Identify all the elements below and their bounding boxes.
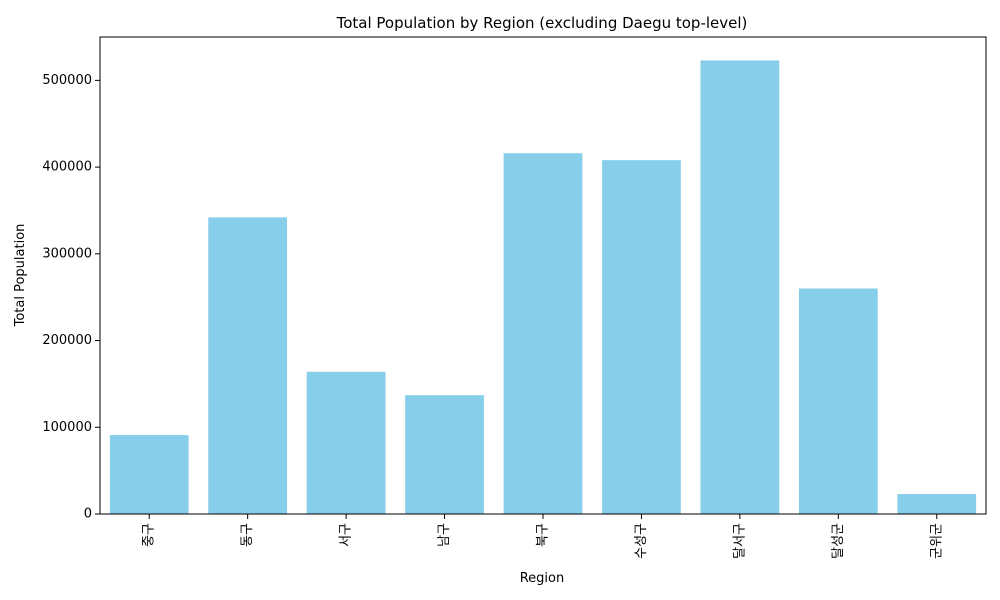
bar (405, 395, 484, 514)
y-axis-title: Total Population (13, 224, 28, 328)
chart-title: Total Population by Region (excluding Da… (336, 14, 748, 32)
x-tick-label: 동구 (240, 523, 255, 547)
x-tick-label: 수성구 (634, 523, 649, 559)
bar (602, 160, 681, 515)
y-tick-label: 100000 (42, 420, 92, 435)
x-tick-label: 남구 (437, 523, 452, 547)
x-tick-label: 중구 (142, 523, 157, 547)
y-tick-label: 0 (84, 507, 92, 522)
y-tick-label: 300000 (42, 246, 92, 261)
bars-group (109, 60, 977, 515)
x-tick-label: 달서구 (732, 523, 747, 559)
x-tick-label: 북구 (536, 523, 551, 547)
x-axis: 중구 동구 서구 남구 북구 수성구 달서구 달성군 군위군 (142, 514, 944, 559)
y-tick-label: 400000 (42, 160, 92, 175)
bar (503, 153, 583, 514)
bar (700, 60, 780, 515)
bar (208, 217, 288, 514)
x-tick-label: 서구 (339, 523, 354, 547)
y-tick-label: 500000 (42, 73, 92, 88)
bar (109, 435, 189, 514)
x-axis-title: Region (520, 571, 565, 586)
bar (306, 371, 386, 514)
bar (897, 494, 977, 514)
y-axis: 0 100000 200000 300000 400000 500000 (42, 73, 100, 522)
x-tick-label: 군위군 (929, 523, 944, 559)
bar (798, 288, 878, 514)
y-tick-label: 200000 (42, 333, 92, 348)
x-tick-label: 달성군 (831, 523, 846, 559)
